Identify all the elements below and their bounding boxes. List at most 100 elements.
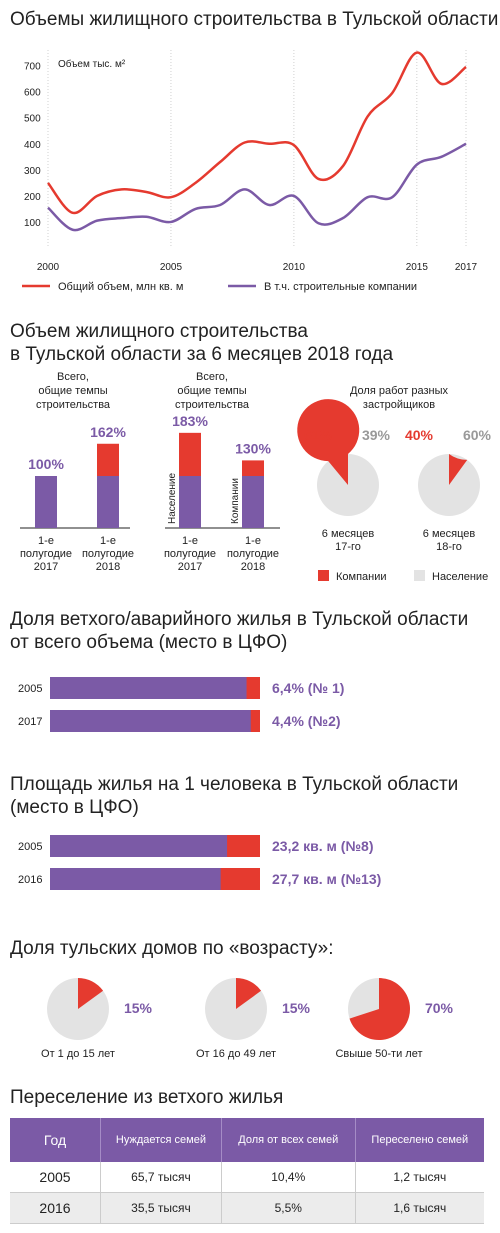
section6-title: Переселение из ветхого жилья (10, 1087, 284, 1108)
bar-value-label: 23,2 кв. м (№8) (272, 838, 374, 854)
bar-segment-base (179, 476, 201, 528)
legend-swatch-companies (318, 570, 329, 581)
section2-title-line1: Объем жилищного строительства (10, 321, 308, 342)
bar-value-label: 27,7 кв. м (№13) (272, 871, 381, 887)
y-tick-label: 500 (24, 114, 41, 125)
legend-label-total: Общий объем, млн кв. м (58, 281, 183, 293)
bar-category-label: 2016 (18, 874, 42, 886)
group1-title-line: строительства (36, 399, 111, 411)
table-header: Год (10, 1118, 101, 1162)
bar-segment-base (97, 476, 119, 528)
resettlement-table: Год Нуждается семей Доля от всех семей П… (10, 1118, 484, 1224)
section4-title: Площадь жилья на 1 человека в Тульской о… (10, 773, 458, 819)
pie-slice-companies (449, 454, 468, 485)
table-cell: 1,6 тысяч (355, 1192, 484, 1224)
y-tick-label: 600 (24, 88, 41, 99)
pie-caption: 18-го (436, 541, 462, 553)
pie-slice-share (78, 978, 104, 1009)
table-cell: 10,4% (221, 1162, 356, 1193)
bar-segment-growth (242, 460, 264, 476)
bar-series-label: Компании (230, 478, 241, 524)
section3-title-line1: Доля ветхого/аварийного жилья в Тульской… (10, 609, 469, 630)
house-age-charts: 15% От 1 до 15 лет 15% От 16 до 49 лет 70% Св… (41, 978, 454, 1060)
bar-category-label: 2018 (241, 561, 265, 573)
y-tick-label: 300 (24, 166, 41, 177)
bar-category-label: полугодие (20, 548, 72, 560)
bar-fill (50, 710, 251, 732)
table-header: Нуждается семей (100, 1118, 222, 1162)
pies-title-line: Доля работ разных (350, 385, 449, 397)
bar-fill (50, 868, 221, 890)
table-cell: 1,2 тысяч (355, 1162, 484, 1193)
line-chart-title: Объемы жилищного строительства в Тульско… (10, 9, 499, 30)
pie-value-label: 70% (425, 1000, 454, 1016)
pie-caption: 17-го (335, 541, 361, 553)
bar-category-label: 2017 (34, 561, 58, 573)
section2-title-line2: в Тульской области за 6 месяцев 2018 год… (10, 344, 394, 365)
x-tick-label: 2005 (160, 262, 183, 273)
table-cell: 5,5% (221, 1192, 356, 1224)
bar-value-label: 183% (172, 413, 208, 429)
group1-title-line: Всего, (57, 371, 89, 383)
table-cell: 35,5 тысяч (100, 1192, 222, 1224)
table-cell: 2005 (10, 1162, 101, 1193)
pie-label-companies: 61% (304, 427, 333, 443)
series-line-companies (47, 142, 467, 232)
pie-slice-share (236, 978, 262, 1009)
table-row: 2016 35,5 тысяч 5,5% 1,6 тысяч (10, 1192, 484, 1224)
line-chart: 100 200 300 400 500 600 700 2000 2005 2010 2015 20… (22, 50, 478, 293)
pie-value-label: 15% (282, 1000, 311, 1016)
section4-title-line2: (место в ЦФО) (10, 797, 139, 818)
legend-swatch-population (414, 570, 425, 581)
y-tick-label: 700 (24, 62, 41, 73)
bar-category-label: 1-е (38, 535, 54, 547)
section3-title: Доля ветхого/аварийного жилья в Тульской… (10, 608, 468, 654)
bar-category-label: 2018 (96, 561, 120, 573)
x-tick-label: 2015 (406, 262, 429, 273)
bar-segment-growth (179, 432, 201, 476)
group2-title-line: строительства (175, 399, 250, 411)
y-tick-label: 200 (24, 192, 41, 203)
bar-value-label: 100% (28, 456, 64, 472)
bar-segment-growth (97, 443, 119, 476)
bar-category-label: 2005 (18, 683, 42, 695)
bar-fill (50, 677, 247, 699)
x-tick-label: 2000 (37, 262, 60, 273)
table-row: 2005 65,7 тысяч 10,4% 1,2 тысяч (10, 1162, 484, 1193)
bar-category-label: 2017 (178, 561, 202, 573)
bar-fill (50, 835, 228, 857)
bar-value-label: 162% (90, 424, 126, 440)
bar-value-label: 130% (235, 440, 271, 456)
legend-label-companies: Компании (336, 571, 387, 583)
table-cell: 2016 (10, 1192, 101, 1224)
bar-category-label: полугодие (227, 548, 279, 560)
pie-caption: Свыше 50-ти лет (335, 1048, 422, 1060)
bar-series-label: Население (167, 472, 178, 524)
group1-title-line: общие темпы (38, 385, 107, 397)
pie-label-population: 60% (463, 427, 492, 443)
x-tick-label: 2010 (283, 262, 306, 273)
legend-label-population: Население (432, 571, 488, 583)
pie-label-population: 39% (362, 427, 391, 443)
pie-slice-companies (297, 399, 360, 485)
pie-caption: 6 месяцев (322, 528, 375, 540)
bar-category-label: 1-е (245, 535, 261, 547)
bar-category-label: 1-е (100, 535, 116, 547)
section2-title: Объем жилищного строительства в Тульской… (10, 320, 393, 366)
y-unit-label: Объем тыс. м² (58, 58, 126, 70)
bar-category-label: 1-е (182, 535, 198, 547)
group2-title-line: общие темпы (177, 385, 246, 397)
living-space-chart: 2005 23,2 кв. м (№8) 2016 27,7 кв. м (№13) (18, 835, 381, 890)
pie-caption: 6 месяцев (423, 528, 476, 540)
section3-title-line2: от всего объема (место в ЦФО) (10, 632, 288, 653)
bar-category-label: полугодие (82, 548, 134, 560)
bar-category-label: 2005 (18, 841, 42, 853)
bar-value-label: 4,4% (№2) (272, 713, 341, 729)
pie-slice-share (349, 978, 410, 1040)
pie-caption: От 1 до 15 лет (41, 1048, 115, 1060)
half-year-charts: Всего, общие темпы строительства Всего, … (20, 371, 492, 583)
group2-title-line: Всего, (196, 371, 228, 383)
table-header: Переселено семей (355, 1118, 484, 1162)
bar-value-label: 6,4% (№ 1) (272, 680, 344, 696)
section5-title: Доля тульских домов по «возрасту»: (10, 938, 334, 959)
